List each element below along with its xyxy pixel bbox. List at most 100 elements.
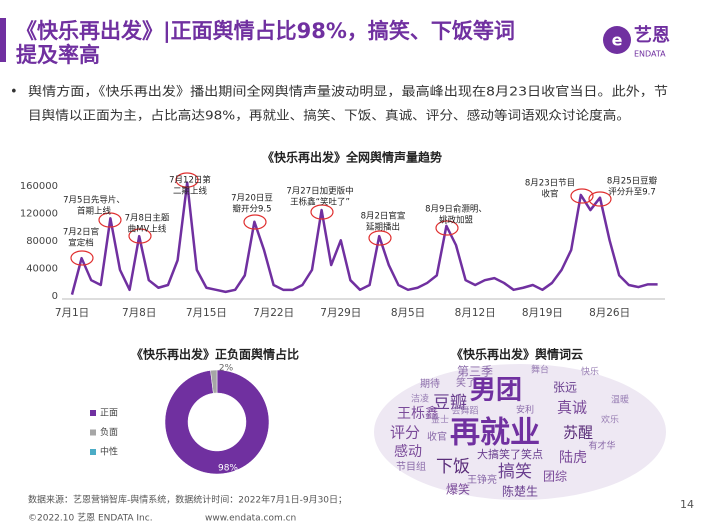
value-label: 98% <box>218 464 238 474</box>
logo-icon <box>603 26 631 54</box>
title-line: 提及率高 <box>16 43 100 67</box>
cloud-word: 苏醒 <box>563 424 593 442</box>
legend-swatch <box>90 449 96 455</box>
cloud-word: 再就业 <box>450 416 540 451</box>
donut-slice <box>210 369 218 394</box>
logo: 艺恩 <box>634 24 670 46</box>
highlight-circle <box>128 228 152 244</box>
cloud-word: 评分 <box>390 424 420 442</box>
y-tick-label: 40000 <box>26 264 58 275</box>
annotation: 8月25日豆瓣 <box>607 176 658 187</box>
cloud-word: 张远 <box>553 381 577 395</box>
annotation: 延期播出 <box>366 222 400 233</box>
trend-line <box>70 181 658 295</box>
annotation: 曲MV上线 <box>128 224 167 235</box>
copyright: ©2022.10 艺恩 ENDATA Inc. <box>28 513 153 524</box>
cloud-word: 舞台 <box>531 364 549 376</box>
logo-letter: e <box>612 31 623 50</box>
x-tick-label: 7月22日 <box>253 307 294 319</box>
bullet-text: 目舆情以正面为主，占比高达98%，再就业、搞笑、下饭、真诚、评分、感动等词语观众… <box>28 108 630 123</box>
x-tick-label: 8月5日 <box>391 307 425 319</box>
title-line: 《快乐再出发》|正面舆情占比98%，搞笑、下饭等词 <box>16 19 515 44</box>
legend-swatch <box>90 410 96 416</box>
cloud-word: 陆虎 <box>559 450 587 466</box>
page-number: 14 <box>680 498 694 511</box>
cloud-word: 金士 <box>431 414 449 426</box>
annotation: 评分升至9.7 <box>608 187 656 198</box>
cloud-word: 大搞笑了笑点 <box>477 447 543 461</box>
x-tick-label: 8月19日 <box>522 307 563 319</box>
highlight-circle <box>435 220 459 236</box>
legend-label: 中性 <box>100 446 118 458</box>
cloud-word: 搞笑 <box>498 462 532 482</box>
y-tick-label: 80000 <box>26 236 58 247</box>
x-tick-label: 8月26日 <box>589 307 630 319</box>
annotation: 收官 <box>541 189 558 200</box>
x-tick-label: 7月15日 <box>186 307 227 319</box>
url: www.endata.com.cn <box>205 514 296 524</box>
cloud-word: 爆笑 <box>446 482 470 497</box>
cloud-word: 期待 <box>420 377 440 390</box>
annotation: 瓣开分9.5 <box>232 204 271 215</box>
cloud-word: 团综 <box>543 470 567 484</box>
legend-label: 负面 <box>100 426 118 438</box>
annotation: 7月5日先导片、 <box>63 195 125 206</box>
legend-swatch <box>90 429 96 436</box>
annotation: 首期上线 <box>77 206 112 217</box>
cloud-word: 豆瓣 <box>433 393 467 413</box>
annotation: 8月23日节目 <box>525 179 575 189</box>
logo-sub: ENDATA <box>634 50 666 59</box>
title-bar <box>0 18 6 62</box>
cloud-word: 会舞蹈 <box>451 405 478 417</box>
x-tick-label: 7月29日 <box>320 307 361 319</box>
source: 数据来源：艺恩营销智库-舆情系统，数据统计时间：2022年7月1日-9月30日； <box>28 494 347 506</box>
y-tick-label: 160000 <box>20 181 58 192</box>
wordcloud-bg <box>374 364 666 500</box>
cloud-word: 洁凌 <box>411 393 429 405</box>
cloud-word: 真诚 <box>557 399 587 417</box>
annotation: 7月20日豆 <box>231 194 273 204</box>
cloud-word: 节目组 <box>396 460 426 473</box>
cloud-word: 王栎鑫 <box>397 405 439 422</box>
cloud-word: 安利 <box>516 404 534 416</box>
y-tick-label: 120000 <box>20 209 58 220</box>
annotation: 7月8日主题 <box>125 213 170 224</box>
cloud-word: 王铮亮 <box>467 473 497 486</box>
annotation: 二期上线 <box>173 186 208 197</box>
highlight-circle <box>310 204 334 220</box>
cloud-word: 笑了 <box>456 376 476 389</box>
highlight-circle <box>175 172 199 188</box>
highlight-circle <box>70 250 94 266</box>
cloud-word: 第三季 <box>457 365 493 379</box>
x-tick-label: 8月12日 <box>455 307 496 319</box>
annotation: 宣定档 <box>68 238 94 249</box>
cloud-word: 快乐 <box>581 366 599 378</box>
legend-label: 正面 <box>100 408 118 419</box>
highlight-circle <box>243 214 267 230</box>
annotation: 7月12日第 <box>169 175 211 186</box>
cloud-word: 下饭 <box>436 457 470 477</box>
highlight-circle <box>98 212 122 228</box>
bullet-text: 舆情方面，《快乐再出发》播出期间全网舆情声量波动明显，最高峰出现在8月23日收官… <box>28 84 668 99</box>
chart-title: 《快乐再出发》正负面舆情占比 <box>131 347 299 362</box>
annotation: 王栎鑫“笑吐了” <box>290 197 350 208</box>
cloud-word: 收官 <box>427 430 447 443</box>
annotation: 7月27日加更版中 <box>286 186 353 197</box>
x-tick-label: 7月8日 <box>122 307 156 319</box>
highlight-circle <box>570 188 594 204</box>
wordcloud-title: 《快乐再出发》舆情词云 <box>451 347 583 362</box>
cloud-word: 男团 <box>470 376 522 406</box>
y-tick-label: 0 <box>52 291 58 302</box>
cloud-word: 温暖 <box>611 394 629 406</box>
bullet: • <box>10 85 18 100</box>
value-label: 2% <box>219 364 234 374</box>
annotation: 姚政加盟 <box>439 215 474 226</box>
chart-title: 《快乐再出发》全网舆情声量趋势 <box>262 150 442 165</box>
highlight-circle <box>588 191 612 207</box>
x-tick-label: 7月1日 <box>55 307 89 319</box>
annotation: 8月2日官宣 <box>361 211 406 222</box>
annotation: 7月2日官 <box>63 227 99 238</box>
cloud-word: 欢乐 <box>601 414 619 426</box>
cloud-word: 陈楚生 <box>502 484 538 499</box>
